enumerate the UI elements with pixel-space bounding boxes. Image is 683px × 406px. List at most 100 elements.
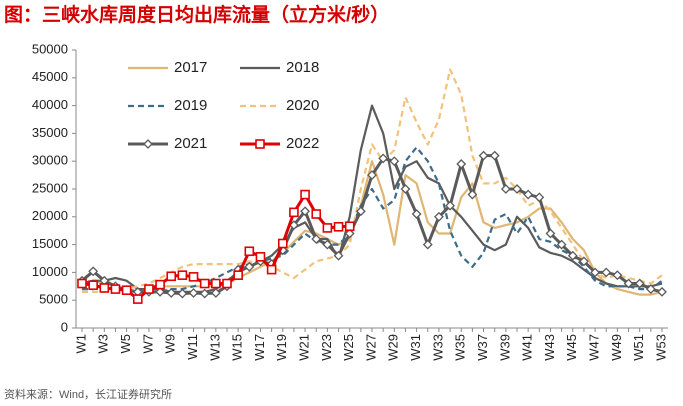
point <box>333 222 344 232</box>
point <box>579 256 589 267</box>
series-line <box>82 68 663 293</box>
point <box>177 270 188 280</box>
x-tick-label: W19 <box>274 334 289 361</box>
point <box>88 266 99 277</box>
y-tick-label: 35000 <box>32 125 68 140</box>
legend-marker <box>255 139 265 149</box>
point <box>534 192 545 203</box>
point <box>411 209 422 219</box>
y-tick-label: 40000 <box>32 97 68 112</box>
point <box>389 156 400 167</box>
x-tick-label: W1 <box>73 334 88 354</box>
x-tick-label: W31 <box>408 334 423 361</box>
point <box>355 206 366 217</box>
point <box>612 270 623 281</box>
legend-label: 2017 <box>174 59 207 76</box>
legend-label: 2018 <box>286 59 319 76</box>
legend-marker <box>143 139 153 149</box>
y-tick-label: 10000 <box>32 264 68 279</box>
x-tick-label: W37 <box>475 334 490 361</box>
point <box>344 228 355 239</box>
point <box>422 239 433 250</box>
x-tick-label: W45 <box>564 334 579 361</box>
point <box>645 284 656 294</box>
point <box>333 250 344 261</box>
legend-label: 2021 <box>174 135 207 152</box>
point <box>255 252 266 262</box>
chart-title: 图：三峡水库周度日均出库流量（立方米/秒） <box>4 3 389 26</box>
x-tick-label: W25 <box>341 334 356 361</box>
series-line <box>81 104 663 293</box>
point <box>445 200 455 211</box>
x-tick-label: W49 <box>609 334 624 361</box>
point <box>244 246 255 257</box>
x-tick-label: W11 <box>185 334 200 360</box>
x-tick-label: W21 <box>297 334 312 361</box>
point <box>244 261 255 272</box>
y-tick-label: 0 <box>61 319 68 334</box>
point <box>311 234 322 244</box>
point <box>211 278 221 289</box>
x-tick-label: W35 <box>453 334 468 361</box>
point <box>634 278 645 289</box>
point <box>188 288 199 298</box>
point <box>300 189 310 200</box>
point <box>210 288 221 298</box>
x-tick-label: W27 <box>363 334 378 361</box>
point <box>188 272 199 282</box>
x-tick-label: W53 <box>653 334 668 361</box>
point <box>523 189 534 200</box>
point <box>467 189 478 200</box>
point <box>266 264 277 275</box>
x-tick-label: W23 <box>319 334 334 361</box>
y-tick-label: 20000 <box>32 208 68 223</box>
point <box>132 294 143 304</box>
point <box>155 279 165 290</box>
y-tick-label: 5000 <box>39 292 68 307</box>
x-tick-label: W43 <box>542 334 557 361</box>
x-tick-label: W29 <box>386 334 401 361</box>
legend-label: 2019 <box>174 97 207 114</box>
point <box>199 288 210 299</box>
y-tick-label: 45000 <box>32 69 68 84</box>
point <box>144 284 154 294</box>
point <box>590 267 600 278</box>
x-tick-label: W51 <box>631 334 646 361</box>
point <box>99 283 110 293</box>
series-line <box>81 160 663 296</box>
point <box>77 278 87 289</box>
point <box>88 280 98 290</box>
point <box>367 170 377 181</box>
source: 资料来源：Wind，长江证券研究所 <box>4 387 172 401</box>
point <box>556 239 567 250</box>
x-tick-label: W7 <box>140 334 155 354</box>
point <box>199 278 210 289</box>
point <box>489 150 500 161</box>
point <box>434 211 444 222</box>
point <box>512 184 522 194</box>
point <box>233 270 243 280</box>
y-tick-label: 25000 <box>32 180 68 195</box>
point <box>177 288 188 299</box>
point <box>155 286 165 297</box>
y-tick-label: 15000 <box>32 236 68 251</box>
x-tick-label: W5 <box>118 334 133 354</box>
point <box>657 286 667 297</box>
point <box>601 267 612 278</box>
x-tick-label: W41 <box>520 334 535 361</box>
x-tick-label: W15 <box>230 334 245 361</box>
x-tick-label: W47 <box>587 334 602 361</box>
point <box>500 184 511 194</box>
point <box>400 184 411 194</box>
point <box>277 238 288 249</box>
series-line <box>82 146 663 293</box>
legend-label: 2022 <box>286 135 319 152</box>
x-tick-label: W13 <box>207 334 222 361</box>
point <box>344 221 355 232</box>
point <box>478 150 489 161</box>
x-tick-label: W3 <box>96 334 111 354</box>
x-tick-label: W39 <box>497 334 512 361</box>
x-tick-label: W33 <box>430 334 445 361</box>
point <box>166 288 177 298</box>
